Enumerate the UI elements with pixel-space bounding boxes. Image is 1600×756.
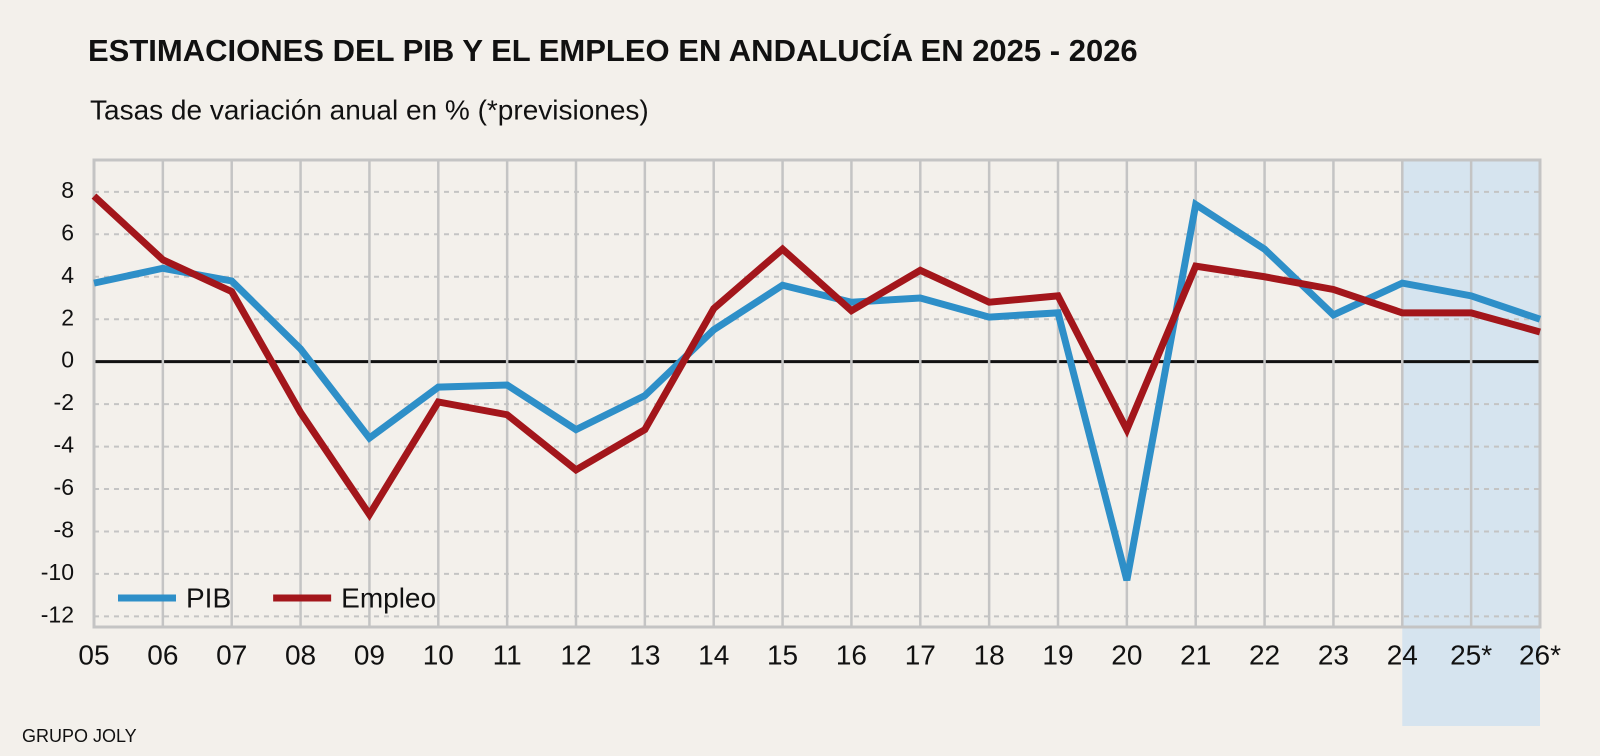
legend-label: PIB <box>186 582 231 613</box>
x-tick-label: 19 <box>1042 639 1073 670</box>
chart-title: ESTIMACIONES DEL PIB Y EL EMPLEO EN ANDA… <box>88 33 1138 68</box>
x-tick-label: 17 <box>905 639 936 670</box>
x-tick-label: 22 <box>1249 639 1280 670</box>
series-line <box>91 193 1541 521</box>
series-line <box>93 198 1542 582</box>
plot-border <box>92 158 1542 629</box>
y-tick-label: -4 <box>54 432 75 458</box>
x-tick-label: 11 <box>493 639 522 670</box>
y-tick-label: -8 <box>54 517 74 543</box>
x-tick-label: 15 <box>767 639 798 670</box>
x-tick-label: 16 <box>836 639 867 670</box>
x-tick-label: 24 <box>1387 639 1418 670</box>
x-tick-label: 26* <box>1519 639 1561 670</box>
y-tick-label: 6 <box>61 219 74 245</box>
x-tick-label: 06 <box>147 639 178 670</box>
y-tick-label: -10 <box>41 559 74 585</box>
x-tick-label: 25* <box>1450 639 1492 670</box>
y-tick-label: 4 <box>61 262 74 288</box>
x-tick-label: 13 <box>629 639 660 670</box>
x-tick-label: 07 <box>216 639 247 670</box>
y-tick-label: 0 <box>61 347 74 373</box>
x-tick-label: 21 <box>1180 639 1211 670</box>
source: GRUPO JOLY <box>22 726 137 746</box>
x-tick-label: 20 <box>1111 639 1142 670</box>
y-tick-label: -2 <box>54 389 74 415</box>
chart-subtitle: Tasas de variación anual en % (*previsio… <box>90 94 649 125</box>
y-tick-label: -6 <box>54 474 74 500</box>
x-tick-label: 10 <box>423 639 454 670</box>
x-tick-label: 05 <box>78 639 109 670</box>
x-tick-label: 23 <box>1318 639 1349 670</box>
x-tick-label: 12 <box>560 639 591 670</box>
x-tick-label: 18 <box>974 639 1005 670</box>
x-tick-label: 09 <box>354 639 385 670</box>
legend-label: Empleo <box>341 582 436 613</box>
x-tick-label: 08 <box>285 639 316 670</box>
y-tick-label: -12 <box>41 601 74 627</box>
y-tick-label: 8 <box>61 177 74 203</box>
y-tick-label: 2 <box>61 304 74 330</box>
x-tick-label: 14 <box>698 639 729 670</box>
